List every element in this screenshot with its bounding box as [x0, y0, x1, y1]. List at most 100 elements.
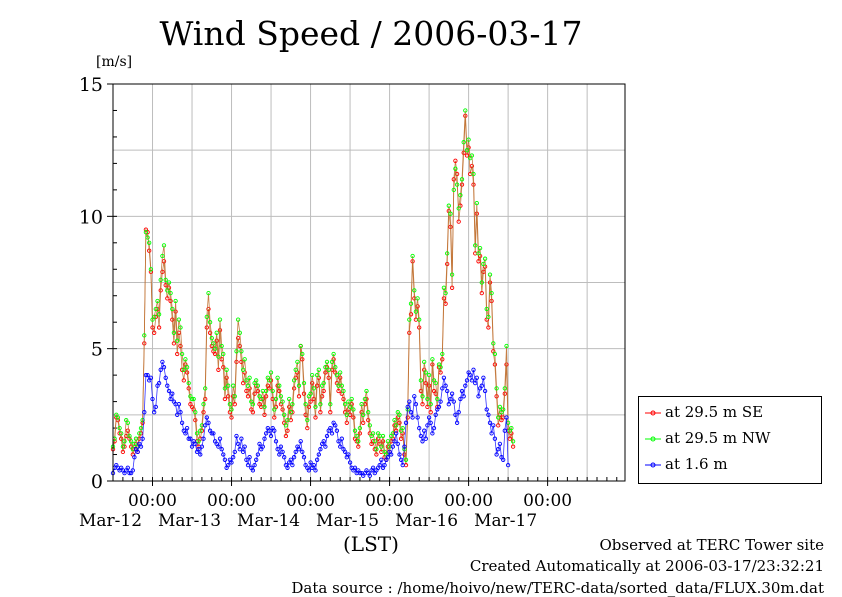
data-point-2 — [417, 425, 422, 431]
data-point-0 — [214, 338, 219, 343]
data-point-1 — [339, 383, 344, 388]
data-point-1 — [446, 203, 451, 208]
data-point-0 — [222, 396, 228, 402]
data-point-1 — [484, 306, 489, 312]
data-point-2 — [232, 449, 237, 455]
data-point-0 — [283, 433, 289, 439]
data-point-2 — [382, 462, 387, 468]
data-point-2 — [463, 383, 468, 388]
data-point-0 — [420, 402, 425, 407]
data-point-2 — [298, 439, 303, 444]
x-tick-label-date: Mar-13 — [158, 511, 221, 531]
data-point-0 — [301, 391, 307, 396]
data-point-2 — [245, 462, 251, 468]
data-point-1 — [176, 317, 182, 322]
data-point-0 — [461, 150, 466, 155]
data-point-1 — [267, 378, 272, 383]
x-tick-label-time: 00:00 — [523, 491, 572, 511]
data-point-0 — [152, 330, 157, 335]
data-point-2 — [420, 439, 425, 444]
data-point-2 — [440, 386, 445, 391]
data-point-2 — [438, 399, 443, 404]
data-point-0 — [306, 404, 312, 410]
data-point-0 — [305, 425, 310, 431]
data-point-1 — [423, 370, 428, 375]
data-point-1 — [262, 404, 267, 410]
data-point-1 — [422, 359, 427, 365]
data-point-1 — [171, 330, 177, 335]
data-point-2 — [293, 449, 298, 455]
data-point-0 — [212, 351, 218, 357]
data-point-1 — [415, 296, 420, 301]
data-point-2 — [334, 428, 340, 433]
data-point-1 — [364, 388, 369, 394]
data-point-2 — [301, 455, 307, 460]
data-point-1 — [351, 407, 356, 412]
data-point-1 — [329, 359, 335, 365]
data-point-2 — [216, 444, 221, 449]
data-point-2 — [240, 449, 246, 455]
data-point-2 — [336, 439, 341, 444]
data-point-2 — [390, 444, 396, 449]
data-point-0 — [423, 380, 428, 386]
data-point-0 — [492, 362, 498, 367]
data-point-1 — [379, 444, 384, 449]
legend-label-se: at 29.5 m SE — [665, 403, 764, 421]
data-point-1 — [482, 256, 488, 261]
data-point-0 — [119, 436, 124, 441]
data-point-1 — [201, 402, 206, 407]
data-point-0 — [361, 420, 366, 425]
data-point-0 — [201, 410, 206, 415]
data-point-1 — [502, 386, 507, 391]
data-point-1 — [313, 404, 318, 410]
data-point-2 — [239, 436, 244, 441]
data-point-1 — [420, 394, 425, 399]
data-point-1 — [156, 312, 162, 317]
data-point-1 — [370, 431, 376, 436]
data-point-2 — [156, 380, 162, 386]
data-point-1 — [366, 410, 371, 415]
data-point-1 — [231, 383, 236, 388]
data-point-1 — [222, 386, 228, 391]
data-point-1 — [403, 457, 409, 462]
data-point-2 — [461, 394, 466, 399]
data-point-0 — [178, 343, 183, 349]
data-point-1 — [491, 341, 496, 346]
data-point-1 — [417, 317, 422, 322]
chart-title: Wind Speed / 2006-03-17 — [159, 14, 583, 53]
data-point-2 — [282, 455, 287, 460]
data-point-1 — [492, 351, 498, 357]
data-point-2 — [418, 433, 424, 439]
data-point-1 — [117, 425, 122, 431]
data-point-1 — [282, 412, 287, 417]
data-point-0 — [235, 335, 241, 341]
data-point-2 — [318, 447, 323, 452]
data-point-2 — [413, 402, 419, 407]
x-tick-label-date: Mar-17 — [474, 511, 537, 531]
data-point-2 — [255, 452, 261, 457]
data-point-1 — [189, 396, 195, 402]
data-point-2 — [491, 423, 496, 428]
data-point-1 — [430, 357, 435, 362]
legend-marker-se — [645, 410, 661, 416]
data-point-1 — [433, 380, 438, 386]
data-point-1 — [165, 288, 170, 293]
data-point-2 — [316, 452, 321, 457]
data-point-0 — [344, 420, 349, 425]
x-tick-label-date: Mar-16 — [395, 511, 458, 531]
data-point-1 — [314, 372, 320, 378]
data-point-0 — [510, 444, 516, 449]
data-point-0 — [469, 163, 475, 169]
data-point-2 — [260, 444, 265, 449]
data-point-0 — [313, 415, 318, 420]
data-point-2 — [201, 436, 206, 441]
x-tick-label-time: 00:00 — [444, 491, 493, 511]
data-point-2 — [342, 449, 348, 455]
data-point-1 — [247, 375, 252, 380]
data-point-2 — [203, 423, 208, 428]
data-point-2 — [135, 449, 140, 455]
data-point-1 — [321, 380, 326, 386]
data-point-1 — [226, 383, 231, 388]
legend: at 29.5 m SE at 29.5 m NW at 1.6 m — [638, 396, 822, 484]
data-point-0 — [476, 259, 481, 264]
